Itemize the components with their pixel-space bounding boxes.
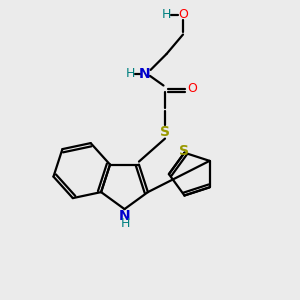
Text: S: S [160,125,170,139]
Text: S: S [179,144,189,158]
Text: N: N [119,209,130,223]
Text: O: O [178,8,188,22]
Text: O: O [187,82,197,95]
Text: H: H [121,217,130,230]
Text: H: H [126,67,135,80]
Text: H: H [162,8,171,22]
Text: N: N [139,67,150,80]
